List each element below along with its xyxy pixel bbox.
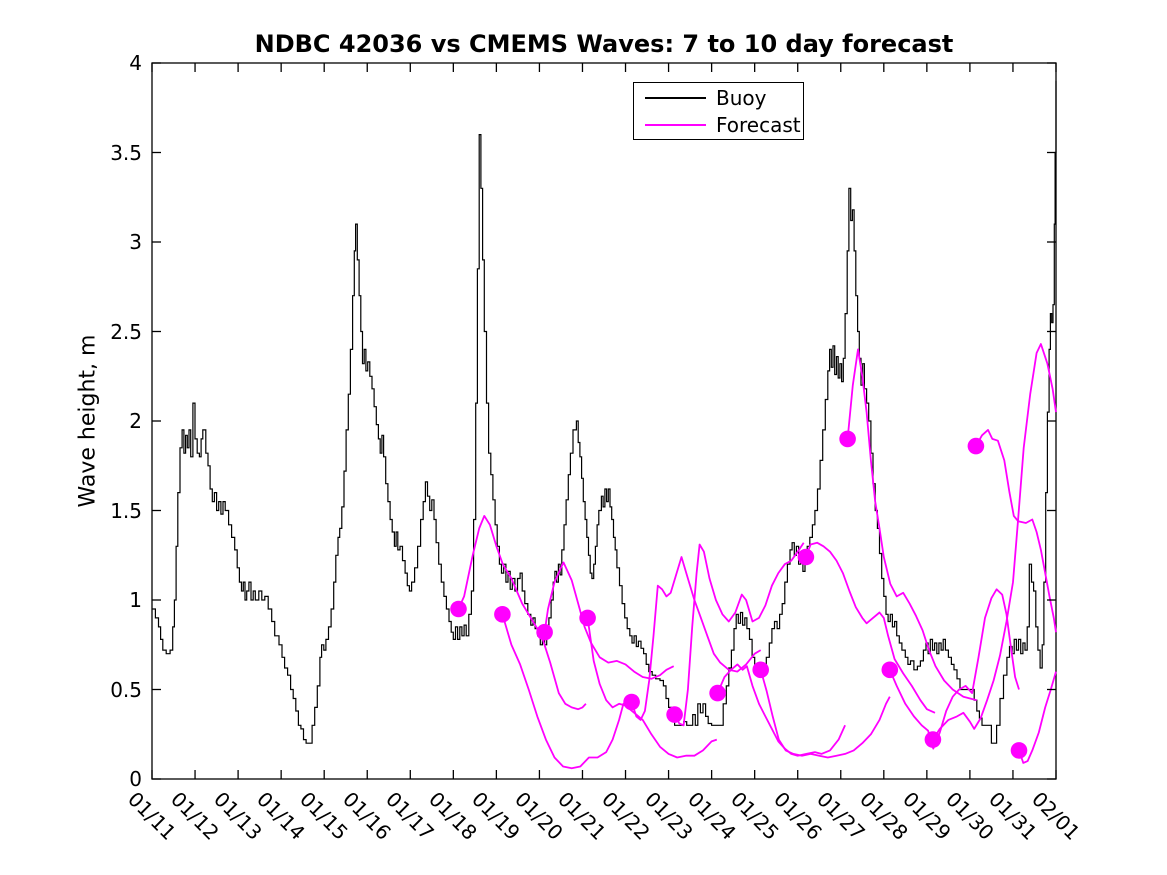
forecast-start-dot [494,606,511,623]
forecast-start-dot [709,684,726,702]
chart-title: NDBC 42036 vs CMEMS Waves: 7 to 10 day f… [254,30,954,58]
buoy-series-line [152,80,1057,744]
forecast-line [888,588,1020,750]
forecast-start-dot [797,548,815,566]
forecast-line [457,515,587,711]
forecast-start-dot [881,661,899,679]
legend: Buoy Forecast [633,82,804,140]
y-tick-label: 3.5 [110,140,142,165]
forecast-start-dot [536,623,553,641]
buoy-line [152,80,1057,744]
forecast-start-dot [623,693,640,711]
forecast-start-dot [924,731,942,748]
forecast-line [716,663,846,757]
y-tick-label: 1 [129,588,142,612]
legend-label-buoy: Buoy [716,85,767,110]
forecast-line [673,542,805,727]
forecast-start-dot [839,430,856,448]
forecast-start-dot [967,437,985,455]
y-tick-label: 1.5 [110,498,142,523]
forecast-line [1018,671,1057,764]
forecast-start-dot [666,706,683,723]
forecast-line [759,669,891,759]
forecast-start-dot [450,600,467,618]
forecast-line [846,348,978,702]
forecast-line [501,614,633,770]
y-tick-label: 3 [129,230,142,254]
forecast-line [932,343,1057,741]
y-tick-label: 2 [129,409,142,433]
y-tick-label: 0 [129,767,142,791]
forecast-start-dot [579,609,596,627]
forecast-line [543,561,675,680]
forecast-series-lines [457,343,1057,770]
forecast-line [805,541,936,714]
forecast-line [586,617,718,759]
forecast-start-dot [752,661,769,679]
forecast-line-sample [645,123,706,126]
axis-ticks [151,62,1057,780]
y-tick-label: 4 [129,51,142,75]
buoy-line-sample [645,96,706,99]
forecast-start-dot [1010,742,1028,759]
legend-entry-buoy: Buoy [645,87,803,109]
y-tick-label: 0.5 [110,677,142,702]
legend-entry-forecast: Forecast [645,114,803,136]
y-tick-label: 2.5 [110,319,142,344]
forecast-start-markers [450,430,1028,759]
legend-label-forecast: Forecast [716,112,801,137]
forecast-line [975,429,1057,633]
